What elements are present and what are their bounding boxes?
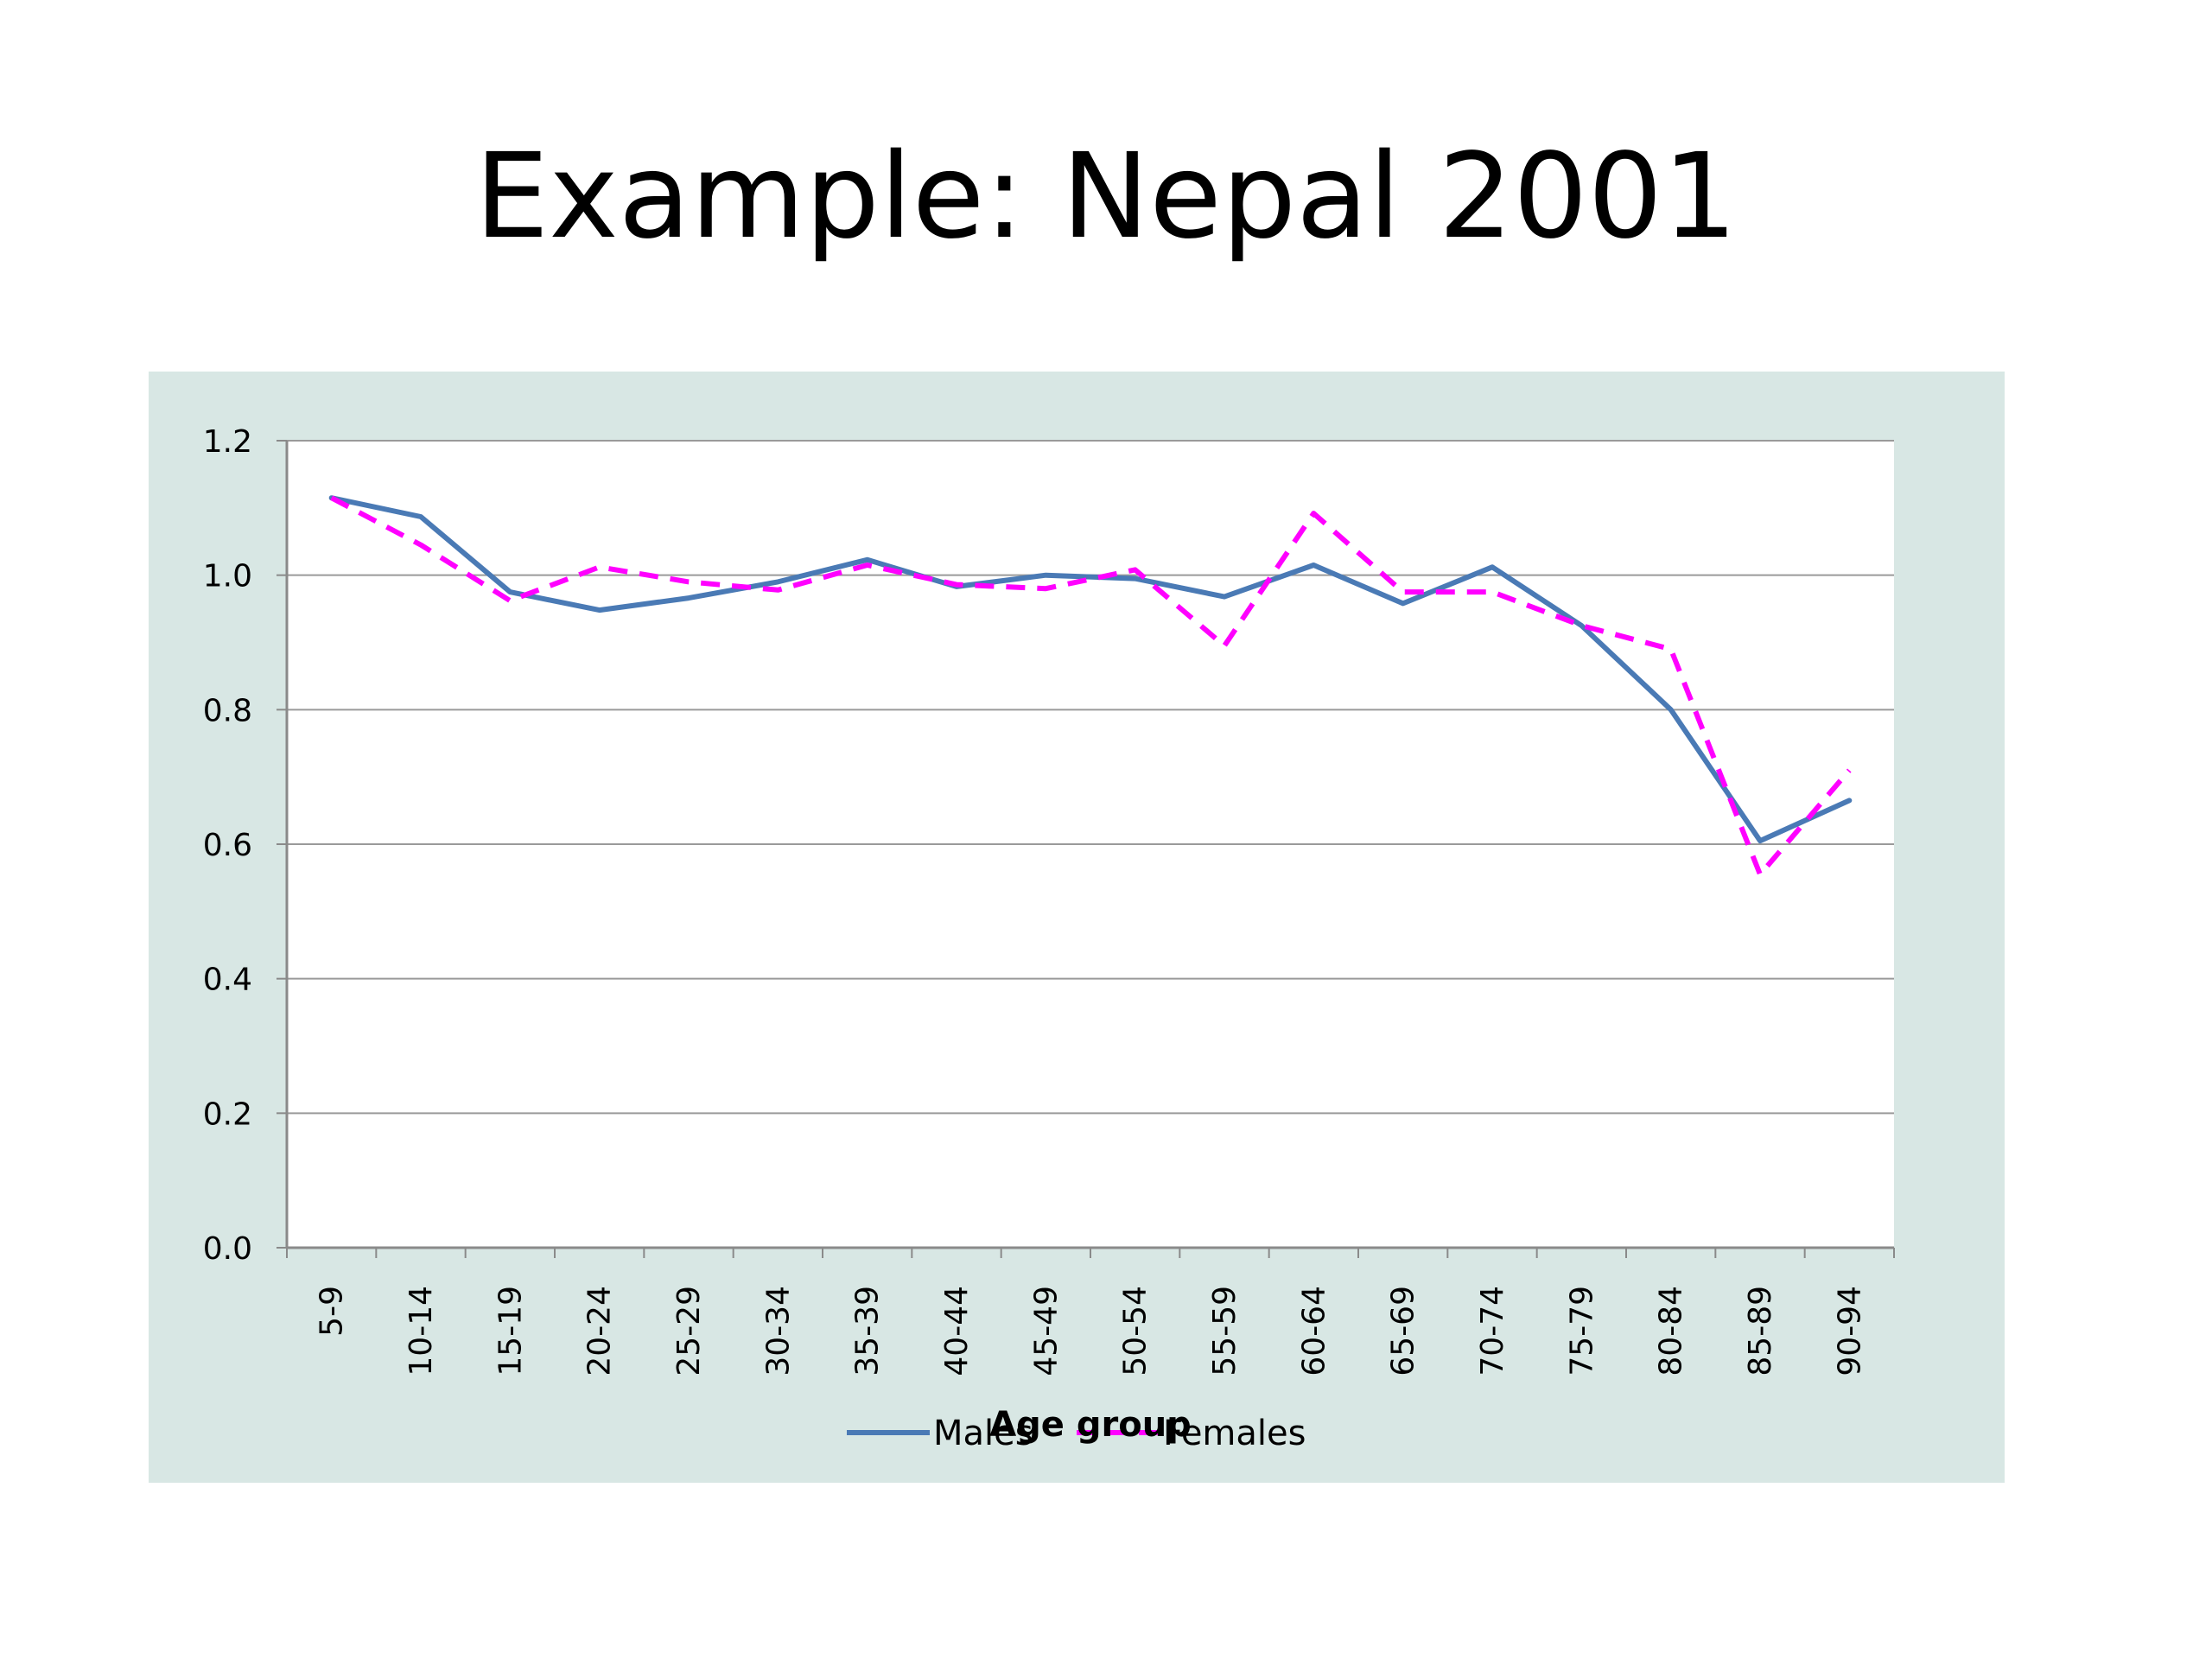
y-tick-label: 0.8: [203, 693, 252, 728]
y-tick-label: 1.2: [203, 424, 252, 460]
legend-label-males: Males: [933, 1414, 1033, 1453]
x-axis-title: Age group: [989, 1405, 1192, 1445]
y-tick-label: 0.4: [203, 963, 252, 998]
y-tick-label: 0.2: [203, 1096, 252, 1132]
x-tick-label: 55-59: [1207, 1286, 1243, 1376]
x-tick-label: 20-24: [582, 1286, 618, 1376]
series-line-females: [330, 495, 1852, 877]
x-tick-label: 25-29: [671, 1286, 707, 1376]
x-tick-label: 45-49: [1028, 1286, 1064, 1376]
y-axis-ticks: 0.0 0.2 0.4 0.6 0.8 1.0 1.2: [203, 424, 287, 1267]
x-tick-label: 30-34: [760, 1286, 796, 1376]
x-tick-label: 85-89: [1743, 1286, 1778, 1376]
legend: Males Females: [847, 1414, 1306, 1453]
x-tick-label: 15-19: [493, 1286, 528, 1376]
x-tick-label: 50-54: [1118, 1286, 1154, 1376]
chart-panel: 0.0 0.2 0.4 0.6 0.8 1.0 1.2 5-9 10-14 15-19 20-24…: [149, 372, 2005, 1483]
x-tick-label: 60-64: [1296, 1286, 1332, 1376]
x-tick-label: 70-74: [1475, 1286, 1510, 1376]
slide-title: Example: Nepal 2001: [474, 129, 1738, 265]
x-axis-ticks: 5-9 10-14 15-19 20-24 25-29 30-34 35-39 40-44 45…: [286, 1248, 1895, 1376]
x-tick-label: 90-94: [1832, 1286, 1867, 1376]
line-chart: 0.0 0.2 0.4 0.6 0.8 1.0 1.2 5-9 10-14 15-19 20-24…: [203, 424, 1895, 1453]
x-tick-label: 10-14: [404, 1286, 439, 1376]
series-lines: [328, 495, 1853, 877]
x-tick-label: 75-79: [1564, 1286, 1599, 1376]
x-tick-label: 5-9: [315, 1286, 350, 1337]
y-tick-label: 1.0: [203, 559, 252, 594]
series-line-males: [328, 495, 1853, 844]
x-tick-label: 35-39: [850, 1286, 886, 1376]
legend-label-females: Females: [1163, 1414, 1306, 1453]
x-tick-label: 40-44: [939, 1286, 975, 1376]
gridlines: [287, 440, 1894, 1115]
x-tick-label: 65-69: [1386, 1286, 1421, 1376]
y-tick-label: 0.6: [203, 828, 252, 863]
x-tick-label: 80-84: [1654, 1286, 1689, 1376]
y-tick-label: 0.0: [203, 1231, 252, 1267]
